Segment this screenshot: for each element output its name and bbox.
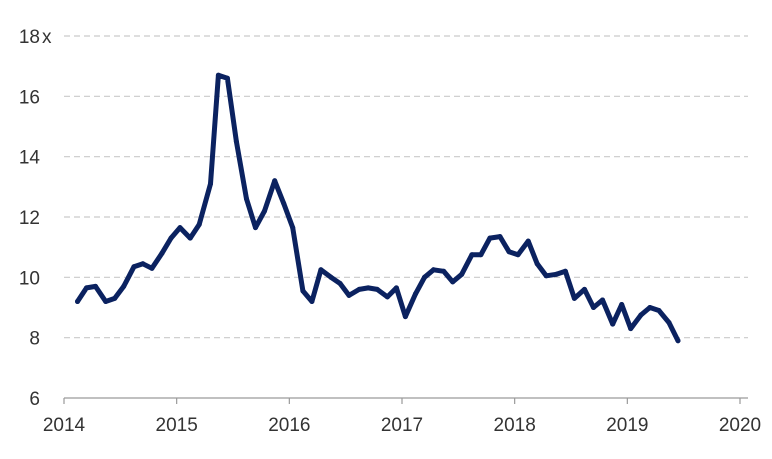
y-tick-label: 6: [29, 389, 40, 410]
data-point: [450, 279, 456, 285]
data-point: [402, 314, 408, 320]
x-tick-label: 2015: [156, 415, 198, 436]
data-point: [309, 299, 315, 304]
x-tick-label: 2017: [381, 415, 423, 436]
data-point: [103, 299, 109, 304]
data-point: [233, 139, 239, 145]
data-point: [393, 285, 399, 291]
y-tick-label: 8: [29, 329, 40, 350]
data-point: [534, 261, 540, 267]
data-point: [515, 252, 521, 258]
data-point: [459, 271, 465, 277]
data-point: [337, 280, 343, 286]
data-point: [384, 294, 390, 300]
data-point: [469, 252, 475, 258]
data-point: [571, 295, 577, 301]
data-point: [328, 274, 334, 280]
x-tick-label: 2018: [494, 415, 536, 436]
data-point: [656, 308, 662, 313]
data-point: [215, 72, 221, 78]
data-point: [478, 252, 484, 258]
data-point: [487, 235, 493, 241]
data-point: [262, 208, 267, 214]
data-point: [666, 320, 672, 326]
data-point: [300, 288, 306, 294]
data-point: [610, 321, 616, 327]
x-tick-label: 2020: [719, 415, 761, 436]
data-point: [224, 75, 230, 81]
y-axis-unit-label: x: [42, 27, 52, 48]
data-point: [75, 299, 80, 304]
data-point: [525, 238, 531, 244]
data-point: [168, 235, 174, 241]
x-tick-label: 2016: [268, 415, 310, 436]
data-point: [497, 234, 503, 240]
data-point: [84, 285, 89, 291]
data-point: [506, 249, 512, 255]
data-point: [600, 297, 605, 303]
series-line: [75, 72, 681, 344]
data-point: [272, 178, 278, 184]
data-point: [374, 286, 380, 292]
data-point: [187, 235, 193, 241]
y-tick-label: 14: [19, 148, 41, 169]
x-tick-label: 2019: [606, 415, 648, 436]
data-point: [159, 250, 165, 256]
data-point: [619, 302, 625, 307]
data-point: [149, 265, 155, 271]
y-tick-label: 16: [19, 87, 40, 108]
y-tick-label: 12: [19, 208, 40, 229]
data-point: [140, 261, 146, 267]
data-point: [196, 222, 202, 227]
data-point: [431, 267, 436, 273]
data-point: [281, 200, 287, 206]
x-tick-label: 2014: [43, 415, 86, 436]
data-point: [177, 225, 183, 231]
data-point: [647, 305, 653, 310]
y-axis-ticks: 6 8 10 12 14 16 18: [19, 27, 41, 410]
data-point: [553, 271, 559, 277]
series-points: [75, 72, 681, 344]
data-point: [290, 225, 296, 231]
data-point: [365, 285, 371, 291]
data-point: [93, 283, 98, 289]
y-tick-label: 18: [19, 27, 40, 48]
data-point: [562, 268, 568, 274]
data-point: [346, 292, 352, 298]
data-point: [591, 305, 596, 310]
data-point: [112, 295, 118, 301]
data-point: [638, 312, 644, 318]
data-point: [413, 291, 418, 297]
data-point: [121, 283, 127, 289]
data-point: [441, 268, 447, 274]
data-point: [208, 181, 213, 187]
data-point: [543, 273, 549, 279]
data-point: [675, 338, 681, 344]
data-point: [253, 225, 258, 231]
data-point: [582, 286, 587, 292]
y-tick-label: 10: [19, 268, 40, 289]
x-axis-ticks: 2014 2015 2016 2017 2018 2019 2020: [43, 398, 761, 436]
data-point: [318, 267, 324, 273]
data-point: [422, 274, 427, 280]
data-point: [244, 196, 249, 202]
data-point: [628, 326, 634, 332]
data-point: [356, 286, 362, 292]
data-point: [131, 264, 137, 270]
gridlines: [64, 35, 748, 339]
